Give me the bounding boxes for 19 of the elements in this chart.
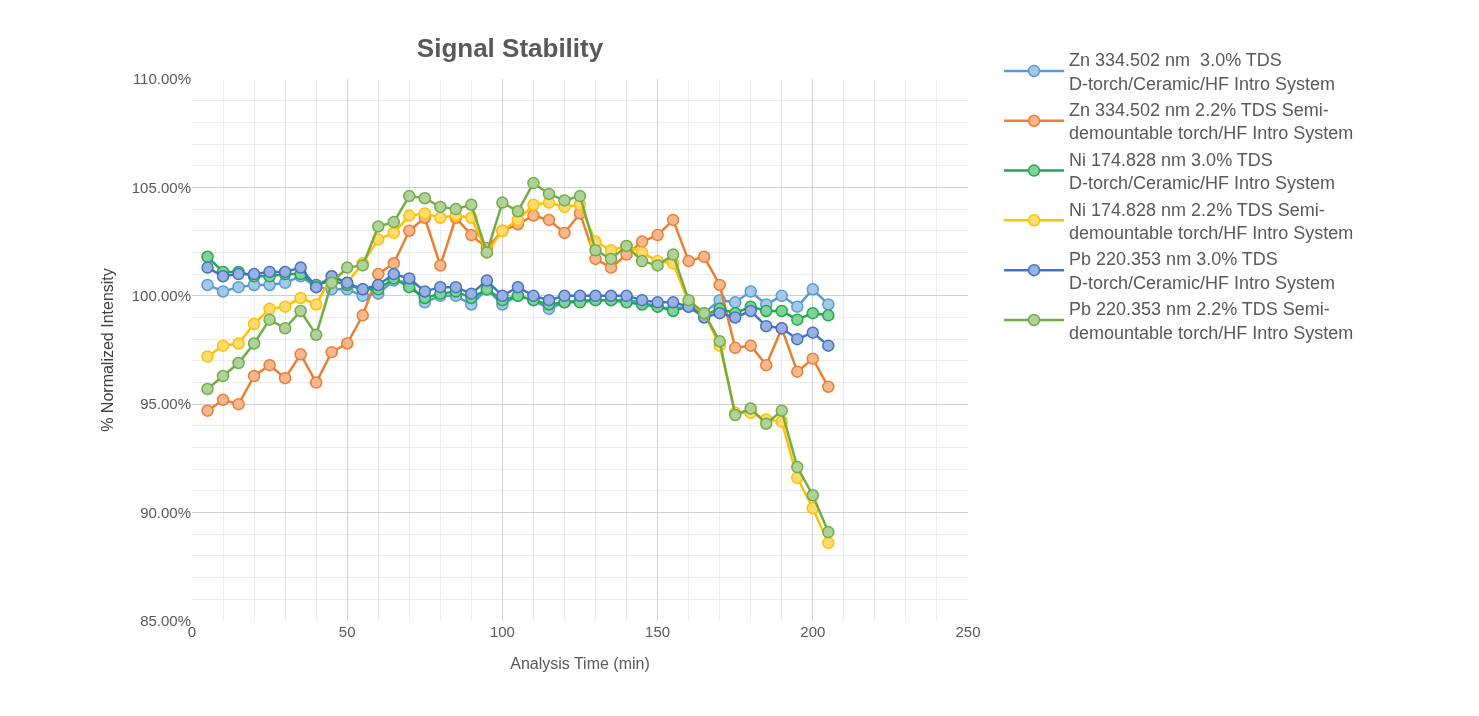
x-tick-label: 150	[645, 623, 671, 640]
y-tick-label: 90.00%	[140, 503, 191, 521]
x-tick-label: 100	[489, 623, 515, 640]
x-tick-label: 250	[955, 623, 981, 640]
x-axis-title: Analysis Time (min)	[510, 654, 650, 672]
legend-label: Ni 174.828 nm 2.2% TDS Semi-demountable torch/HF Intro System	[1069, 199, 1354, 244]
x-tick-label: 200	[800, 623, 826, 640]
legend-label: Zn 334.502 nm 3.0% TDS D-torch/Ceramic/HF Intro System	[1069, 50, 1336, 94]
y-tick-label: 105.00%	[131, 178, 191, 196]
y-tick-label: 95.00%	[140, 395, 191, 413]
y-tick-label: 100.00%	[131, 287, 191, 305]
legend-label: Pb 220.353 nm 2.2% TDS Semi-demountable torch/HF Intro System	[1069, 299, 1354, 343]
y-axis-title: % Normalized Intensity	[98, 268, 116, 432]
legend-label: Pb 220.353 nm 3.0% TDS D-torch/Ceramic/HF Intro System	[1069, 249, 1336, 293]
legend-label: Zn 334.502 nm 2.2% TDS Semi-demountable torch/HF Intro System	[1069, 100, 1354, 144]
y-tick-label: 110.00%	[132, 70, 191, 88]
legend-label: Ni 174.828 nm 3.0% TDS D-torch/Ceramic/HF Intro System	[1069, 149, 1336, 194]
chart-title: Signal Stability	[416, 33, 604, 64]
x-tick-label: 50	[338, 623, 356, 640]
